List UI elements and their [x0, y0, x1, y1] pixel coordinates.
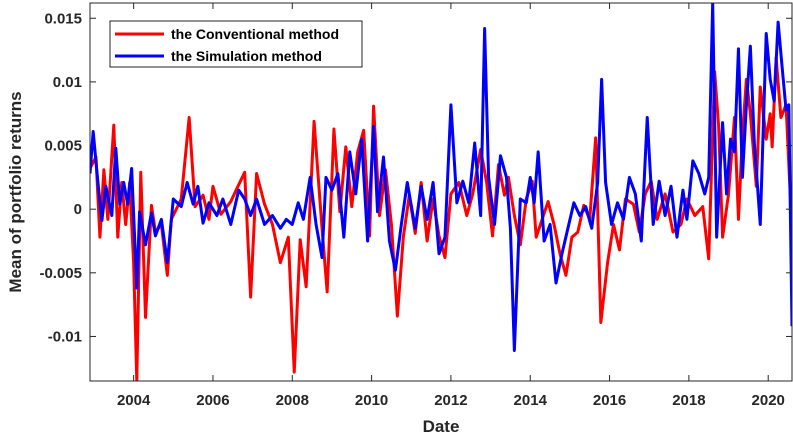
- x-tick-label: 2010: [355, 392, 388, 409]
- series-line-conventional: [90, 56, 792, 381]
- legend: the Conventional method the Simulation m…: [109, 20, 363, 68]
- y-tick-label: 0.005: [44, 138, 82, 155]
- y-tick-label: 0.015: [44, 10, 82, 27]
- x-tick-label: 2018: [672, 392, 705, 409]
- series-layer: [90, 3, 792, 381]
- y-tick-label: -0.01: [48, 328, 82, 345]
- x-axis-label: Date: [423, 417, 460, 436]
- y-tick-label: 0.01: [53, 74, 82, 91]
- x-tick-label: 2020: [752, 392, 785, 409]
- ticks-layer: 2004 2006 2008 2010 2012 2014 2016 2018 2020 -0.0…: [39, 3, 792, 409]
- series-line-simulation: [90, 3, 792, 352]
- y-tick-label: 0: [74, 201, 82, 218]
- x-tick-label: 2008: [276, 392, 309, 409]
- plot-area: [90, 3, 792, 381]
- x-tick-label: 2016: [593, 392, 626, 409]
- y-axis-label: Mean of portfolio returns: [6, 91, 25, 292]
- x-tick-label: 2006: [196, 392, 229, 409]
- y-tick-label: -0.005: [39, 265, 82, 282]
- plot-frame: [89, 2, 793, 382]
- legend-box: [109, 20, 363, 68]
- x-tick-label: 2004: [117, 392, 151, 409]
- x-tick-label: 2014: [514, 392, 548, 409]
- x-tick-label: 2012: [434, 392, 467, 409]
- legend-label-simulation: the Simulation method: [171, 48, 322, 64]
- legend-label-conventional: the Conventional method: [171, 26, 339, 42]
